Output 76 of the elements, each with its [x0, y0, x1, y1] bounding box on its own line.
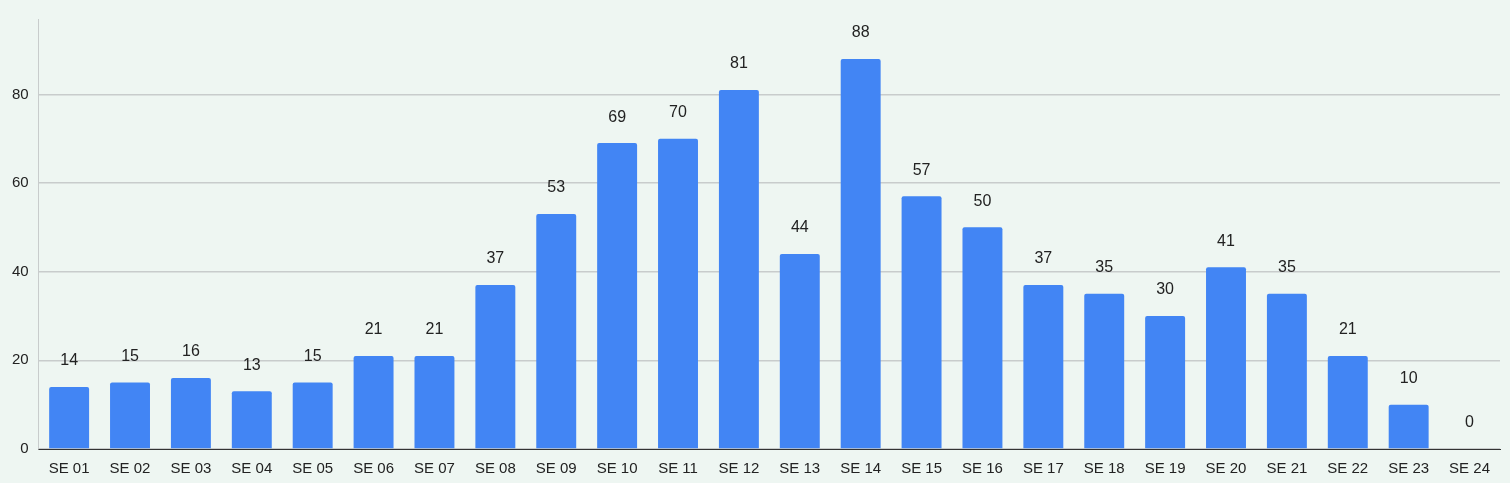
data-label: 37 [1034, 249, 1053, 267]
bar [475, 284, 516, 449]
x-tick-label: SE 12 [718, 459, 760, 477]
data-label: 21 [425, 320, 444, 338]
bar [658, 138, 698, 449]
bar [1327, 355, 1368, 449]
bar [231, 391, 272, 449]
x-tick-label: SE 16 [962, 459, 1003, 477]
data-label: 10 [1399, 369, 1418, 387]
data-label: 50 [973, 191, 992, 209]
x-tick-label: SE 11 [658, 459, 698, 477]
x-tick-label: SE 21 [1266, 459, 1308, 477]
x-tick-label: SE 07 [414, 459, 455, 477]
x-tick-label: SE 22 [1327, 459, 1369, 477]
data-label: 15 [303, 346, 322, 364]
bar [779, 253, 820, 449]
x-tick-label: SE 17 [1022, 459, 1064, 477]
bar [962, 227, 1003, 449]
data-label: 81 [730, 54, 748, 72]
data-label: 21 [364, 320, 383, 338]
bar [414, 355, 455, 449]
data-label: 30 [1156, 280, 1175, 298]
data-label: 15 [121, 346, 140, 364]
y-tick-label: 60 [12, 173, 29, 191]
bar [536, 214, 577, 449]
x-tick-label: SE 06 [353, 459, 395, 477]
data-label: 44 [790, 218, 809, 236]
x-tick-label: SE 24 [1449, 459, 1490, 477]
bar [1023, 284, 1064, 449]
data-label: 57 [912, 160, 931, 178]
bar [110, 382, 150, 449]
x-tick-label: SE 23 [1388, 459, 1430, 477]
bar [1145, 316, 1186, 449]
y-tick-label: 80 [12, 84, 29, 102]
bar [1206, 267, 1246, 449]
y-tick-label: 40 [12, 261, 29, 279]
y-tick-label: 0 [20, 439, 29, 457]
x-tick-label: SE 04 [231, 459, 273, 477]
bar [170, 378, 211, 449]
x-tick-label: SE 09 [535, 459, 577, 477]
bar [718, 89, 759, 449]
bar [901, 196, 942, 449]
data-label: 88 [851, 23, 870, 41]
data-label: 69 [608, 107, 627, 125]
data-label: 35 [1277, 258, 1296, 276]
bar [49, 386, 90, 449]
data-label: 0 [1465, 413, 1475, 431]
data-label: 16 [182, 342, 200, 360]
bar [292, 382, 333, 449]
x-tick-label: SE 05 [292, 459, 334, 477]
x-tick-label: SE 19 [1144, 459, 1186, 477]
bar [1084, 293, 1125, 449]
data-label: 53 [547, 178, 566, 196]
x-tick-label: SE 20 [1205, 459, 1247, 477]
x-tick-label: SE 15 [901, 459, 942, 477]
x-tick-label: SE 03 [170, 459, 212, 477]
x-tick-label: SE 02 [109, 459, 151, 477]
data-label: 13 [242, 355, 261, 373]
bar [1266, 293, 1307, 449]
x-tick-label: SE 10 [596, 459, 638, 477]
x-tick-label: SE 18 [1083, 459, 1125, 477]
x-tick-label: SE 01 [48, 459, 90, 477]
data-label: 21 [1338, 320, 1357, 338]
data-label: 14 [60, 351, 79, 369]
bar [1388, 404, 1429, 449]
data-label: 70 [669, 103, 688, 121]
data-label: 37 [486, 249, 505, 267]
bar [353, 355, 394, 449]
data-label: 35 [1095, 258, 1114, 276]
y-tick-label: 20 [12, 350, 29, 368]
data-label: 41 [1217, 231, 1235, 249]
x-tick-label: SE 14 [840, 459, 882, 477]
bar [597, 143, 638, 449]
x-tick-label: SE 08 [474, 459, 516, 477]
bar [840, 58, 881, 449]
x-tick-label: SE 13 [779, 459, 821, 477]
